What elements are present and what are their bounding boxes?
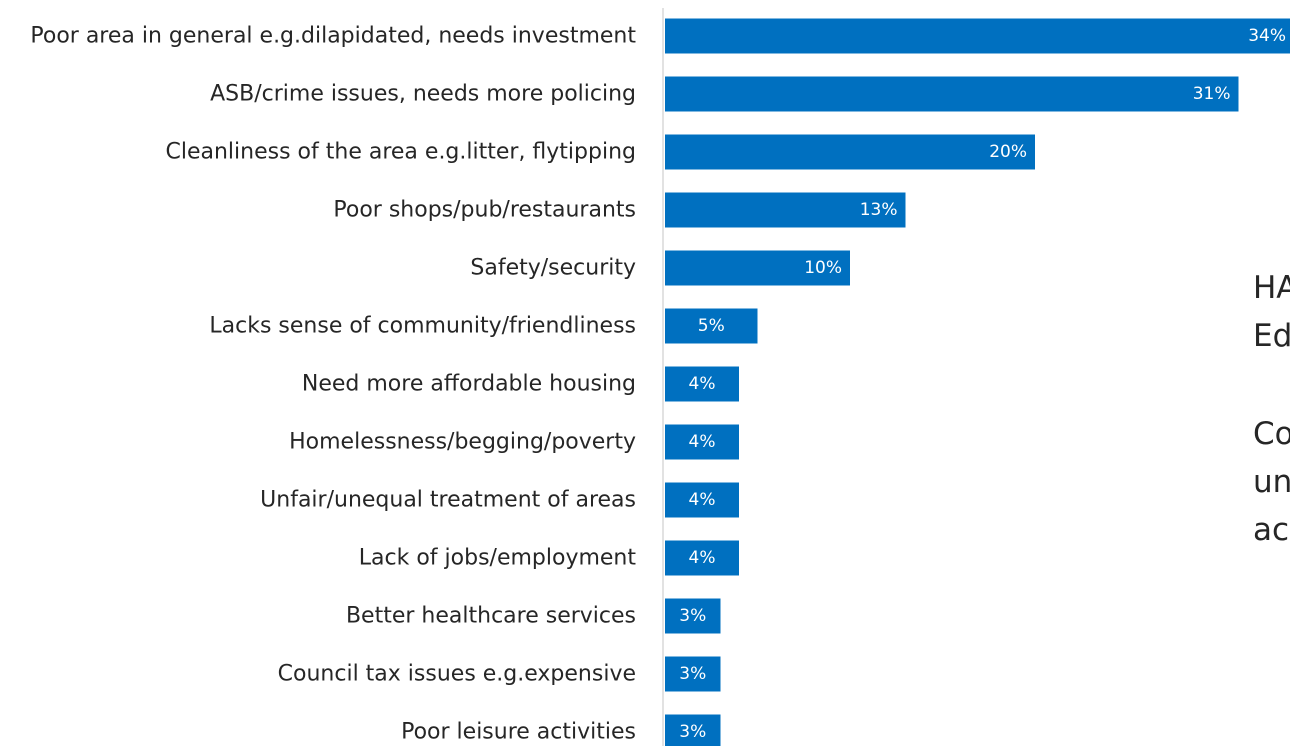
- bar: [665, 308, 758, 344]
- data-label: 4%: [689, 490, 716, 510]
- bar: [665, 76, 1239, 112]
- data-label: 4%: [689, 432, 716, 452]
- data-label: 34%: [1248, 26, 1286, 46]
- side-text-line-3: Co: [1253, 416, 1290, 452]
- bar: [665, 656, 721, 692]
- category-label: Safety/security: [470, 256, 636, 281]
- data-label: 3%: [679, 664, 706, 684]
- category-label: Poor area in general e.g.dilapidated, ne…: [30, 24, 636, 49]
- data-label: 13%: [860, 200, 898, 220]
- bar: [665, 366, 739, 402]
- bar: [665, 714, 721, 746]
- bar: [665, 134, 1035, 170]
- category-label: Better healthcare services: [346, 604, 636, 629]
- data-label: 4%: [689, 374, 716, 394]
- side-text-line-5: ac: [1253, 512, 1290, 548]
- data-label: 5%: [698, 316, 725, 336]
- category-label: Council tax issues e.g.expensive: [278, 662, 636, 687]
- category-label: ASB/crime issues, needs more policing: [210, 82, 636, 107]
- bars-layer: Poor area in general e.g.dilapidated, ne…: [30, 18, 1290, 746]
- bar: [665, 540, 739, 576]
- bar: [665, 192, 906, 228]
- category-label: Cleanliness of the area e.g.litter, flyt…: [166, 140, 637, 165]
- side-text-line-1: HA: [1253, 270, 1290, 306]
- bar: [665, 250, 850, 286]
- data-label: 20%: [989, 142, 1027, 162]
- bar: [665, 482, 739, 518]
- data-label: 3%: [679, 722, 706, 742]
- category-label: Lacks sense of community/friendliness: [209, 314, 636, 339]
- bar: [665, 18, 1290, 54]
- data-label: 4%: [689, 548, 716, 568]
- side-text-line-4: un: [1253, 464, 1290, 500]
- category-label: Need more affordable housing: [302, 372, 636, 397]
- bar: [665, 424, 739, 460]
- category-label: Poor leisure activities: [401, 720, 636, 745]
- bar: [665, 598, 721, 634]
- category-label: Unfair/unequal treatment of areas: [260, 488, 636, 513]
- category-label: Poor shops/pub/restaurants: [333, 198, 636, 223]
- category-label: Lack of jobs/employment: [359, 546, 637, 571]
- category-label: Homelessness/begging/poverty: [289, 430, 636, 455]
- side-text-line-2: Ed: [1253, 318, 1290, 354]
- data-label: 31%: [1193, 84, 1231, 104]
- data-label: 3%: [679, 606, 706, 626]
- data-label: 10%: [804, 258, 842, 278]
